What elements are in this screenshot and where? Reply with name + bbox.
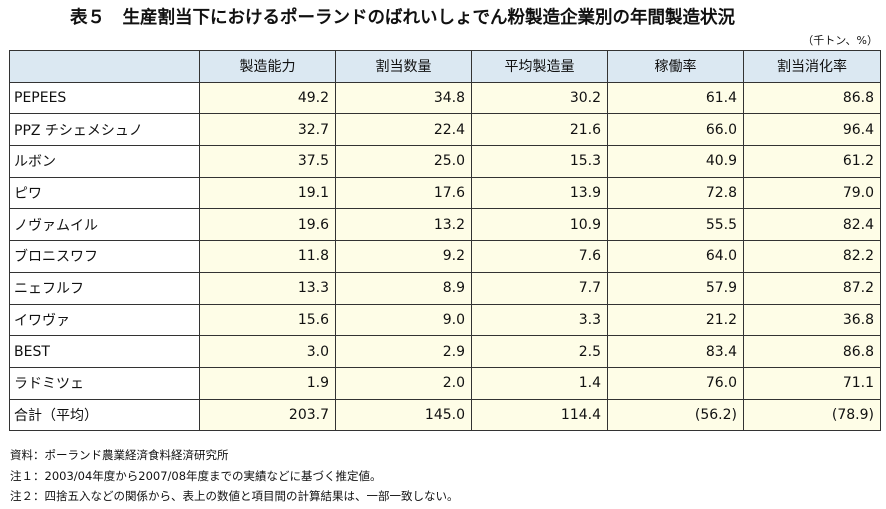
value-cell: 2.9 [335, 335, 472, 368]
value-cell: 82.2 [743, 240, 881, 273]
value-cell: 13.3 [199, 271, 336, 305]
company-name-cell: PEPEES [9, 81, 200, 115]
table-row: ノヴァムイル 19.6 13.2 10.9 55.5 82.4 [9, 208, 881, 242]
table-row: 合計（平均） 203.7 145.0 114.4 (56.2) (78.9) [9, 398, 881, 432]
value-cell: 86.8 [743, 81, 881, 115]
value-cell: 76.0 [607, 366, 744, 400]
value-cell: 55.5 [607, 208, 744, 242]
table-row: ブロニスワフ 11.8 9.2 7.6 64.0 82.2 [9, 240, 881, 273]
table-row: BEST 3.0 2.9 2.5 83.4 86.8 [9, 335, 881, 368]
value-cell: 7.7 [471, 271, 608, 305]
value-cell: 114.4 [471, 398, 608, 432]
value-cell: 22.4 [335, 113, 472, 147]
company-name-cell: ニェフルフ [9, 271, 200, 305]
value-cell: 10.9 [471, 208, 608, 242]
value-cell: 82.4 [743, 208, 881, 242]
value-cell: 21.6 [471, 113, 608, 147]
unit-label: （千トン、%） [802, 34, 878, 47]
value-cell: 9.0 [335, 303, 472, 337]
value-cell: 25.0 [335, 145, 472, 178]
value-cell: 72.8 [607, 176, 744, 210]
value-cell: 21.2 [607, 303, 744, 337]
value-cell: 30.2 [471, 81, 608, 115]
company-name-cell: ブロニスワフ [9, 240, 200, 273]
table-row: ピワ 19.1 17.6 13.9 72.8 79.0 [9, 176, 881, 210]
value-cell: 145.0 [335, 398, 472, 432]
table-row: PEPEES 49.2 34.8 30.2 61.4 86.8 [9, 81, 881, 115]
header-cell-avg-production: 平均製造量 [471, 50, 608, 83]
value-cell: 37.5 [199, 145, 336, 178]
value-cell: (78.9) [743, 398, 881, 432]
table-row: ルボン 37.5 25.0 15.3 40.9 61.2 [9, 145, 881, 178]
data-table: 製造能力 割当数量 平均製造量 稼働率 割当消化率 PEPEES 49.2 34.8… [9, 50, 881, 432]
value-cell: 8.9 [335, 271, 472, 305]
value-cell: 11.8 [199, 240, 336, 273]
value-cell: 3.0 [199, 335, 336, 368]
value-cell: 83.4 [607, 335, 744, 368]
header-cell-quota: 割当数量 [335, 50, 472, 83]
header-cell-quota-fulfillment: 割当消化率 [743, 50, 881, 83]
header-cell-capacity: 製造能力 [199, 50, 336, 83]
value-cell: 15.6 [199, 303, 336, 337]
value-cell: 2.0 [335, 366, 472, 400]
company-name-cell: PPZ チシェメシュノ [9, 113, 200, 147]
value-cell: 57.9 [607, 271, 744, 305]
value-cell: 71.1 [743, 366, 881, 400]
value-cell: 61.4 [607, 81, 744, 115]
page-title: 表５ 生産割当下におけるポーランドのばれいしょでん粉製造企業別の年間製造状況 [70, 8, 735, 28]
value-cell: 34.8 [335, 81, 472, 115]
note-source: 資料：ポーランド農業経済食料経済研究所 [10, 448, 229, 462]
company-name-cell: BEST [9, 335, 200, 368]
table-row: ラドミツェ 1.9 2.0 1.4 76.0 71.1 [9, 366, 881, 400]
table-row: ニェフルフ 13.3 8.9 7.7 57.9 87.2 [9, 271, 881, 305]
value-cell: 49.2 [199, 81, 336, 115]
value-cell: 19.1 [199, 176, 336, 210]
company-name-cell: ピワ [9, 176, 200, 210]
value-cell: 7.6 [471, 240, 608, 273]
value-cell: 64.0 [607, 240, 744, 273]
company-name-cell: ラドミツェ [9, 366, 200, 400]
table-row: イワヴァ 15.6 9.0 3.3 21.2 36.8 [9, 303, 881, 337]
note-2: 注２：四捨五入などの関係から、表上の数値と項目間の計算結果は、一部一致しない。 [10, 489, 459, 503]
header-cell-blank [9, 50, 200, 83]
header-row: 製造能力 割当数量 平均製造量 稼働率 割当消化率 [9, 50, 881, 83]
value-cell: 203.7 [199, 398, 336, 432]
company-name-cell: 合計（平均） [9, 398, 200, 432]
value-cell: 9.2 [335, 240, 472, 273]
value-cell: 3.3 [471, 303, 608, 337]
value-cell: 96.4 [743, 113, 881, 147]
value-cell: 19.6 [199, 208, 336, 242]
value-cell: 13.2 [335, 208, 472, 242]
value-cell: 15.3 [471, 145, 608, 178]
header-cell-utilization: 稼働率 [607, 50, 744, 83]
notes: 資料：ポーランド農業経済食料経済研究所 注１：2003/04年度から2007/0… [10, 445, 459, 507]
table-row: PPZ チシェメシュノ 32.7 22.4 21.6 66.0 96.4 [9, 113, 881, 147]
note-1: 注１：2003/04年度から2007/08年度までの実績などに基づく推定値。 [10, 468, 382, 483]
value-cell: 87.2 [743, 271, 881, 305]
table-body: PEPEES 49.2 34.8 30.2 61.4 86.8 PPZ チシェメシュノ 32.… [9, 81, 881, 432]
value-cell: (56.2) [607, 398, 744, 432]
company-name-cell: イワヴァ [9, 303, 200, 337]
company-name-cell: ルボン [9, 145, 200, 178]
value-cell: 61.2 [743, 145, 881, 178]
value-cell: 40.9 [607, 145, 744, 178]
value-cell: 36.8 [743, 303, 881, 337]
value-cell: 79.0 [743, 176, 881, 210]
value-cell: 1.9 [199, 366, 336, 400]
value-cell: 32.7 [199, 113, 336, 147]
value-cell: 13.9 [471, 176, 608, 210]
value-cell: 86.8 [743, 335, 881, 368]
value-cell: 66.0 [607, 113, 744, 147]
value-cell: 17.6 [335, 176, 472, 210]
company-name-cell: ノヴァムイル [9, 208, 200, 242]
value-cell: 2.5 [471, 335, 608, 368]
value-cell: 1.4 [471, 366, 608, 400]
